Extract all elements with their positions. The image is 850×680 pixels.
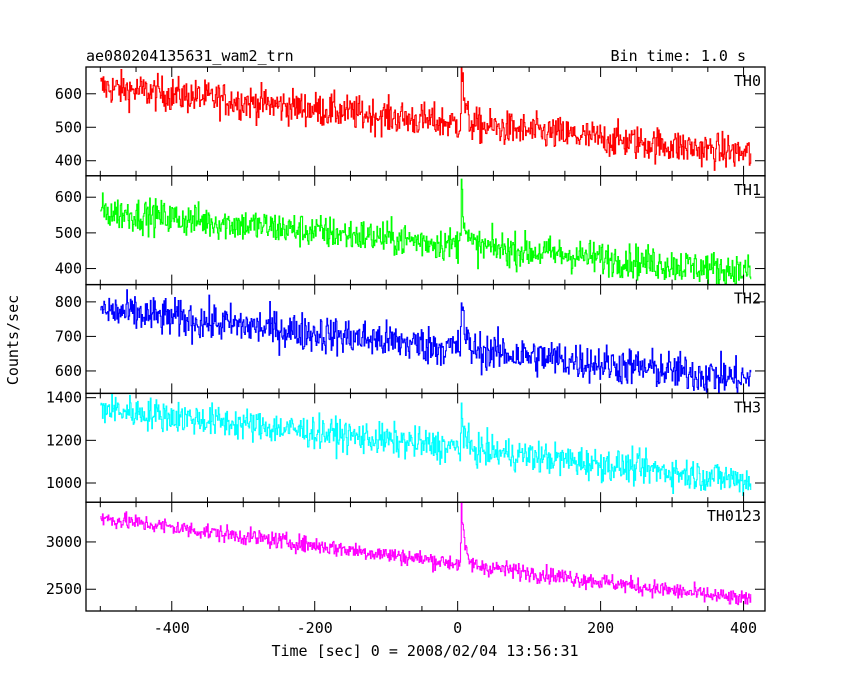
- y-tick-label: 600: [55, 85, 82, 103]
- y-tick-label: 1200: [46, 431, 82, 449]
- y-tick-label: 3000: [46, 533, 82, 551]
- y-tick-label: 400: [55, 260, 82, 278]
- y-tick-label: 500: [55, 224, 82, 242]
- panel-label-th1: TH1: [734, 181, 761, 199]
- series-line-th0: [100, 67, 752, 171]
- y-tick-label: 800: [55, 293, 82, 311]
- x-axis-label: Time [sec] 0 = 2008/02/04 13:56:31: [271, 642, 578, 660]
- panel-frame: [85, 283, 766, 395]
- y-tick-label: 600: [55, 362, 82, 380]
- panel-th1: 400 500 600 TH1: [55, 175, 766, 286]
- panel-frame: [85, 501, 766, 612]
- x-tick-label: 200: [587, 619, 614, 637]
- panel-th0123: 2500 3000 TH0123: [46, 501, 766, 612]
- x-tick-label: 400: [730, 619, 757, 637]
- panel-label-th0123: TH0123: [707, 507, 761, 525]
- y-tick-label: 1400: [46, 389, 82, 407]
- y-tick-label: 600: [55, 188, 82, 206]
- y-axis-label: Counts/sec: [4, 295, 22, 385]
- series-line-th0123: [100, 502, 752, 606]
- panel-th3: 1000 1200 1400 TH3: [46, 389, 766, 503]
- panels-group: 400 500 600 TH0 400 500 600 TH1 600 700 800 TH2 1000…: [46, 66, 766, 637]
- series-line-th1: [100, 178, 752, 285]
- panel-th2: 600 700 800 TH2: [55, 283, 766, 395]
- y-tick-label: 1000: [46, 474, 82, 492]
- bin-time-label: Bin time: 1.0 s: [611, 47, 746, 65]
- series-line-th2: [100, 289, 752, 394]
- x-tick-label: -200: [297, 619, 333, 637]
- y-tick-label: 500: [55, 118, 82, 136]
- x-tick-label: -400: [154, 619, 190, 637]
- y-tick-label: 700: [55, 327, 82, 345]
- panel-label-th0: TH0: [734, 72, 761, 90]
- panel-label-th3: TH3: [734, 398, 761, 416]
- panel-frame: [85, 392, 766, 503]
- y-tick-label: 2500: [46, 580, 82, 598]
- x-tick-label: 0: [453, 619, 462, 637]
- chart-title: ae080204135631_wam2_trn: [86, 47, 294, 65]
- panel-label-th2: TH2: [734, 290, 761, 308]
- y-tick-label: 400: [55, 152, 82, 170]
- panel-th0: 400 500 600 TH0: [55, 66, 766, 177]
- series-line-th3: [100, 393, 752, 497]
